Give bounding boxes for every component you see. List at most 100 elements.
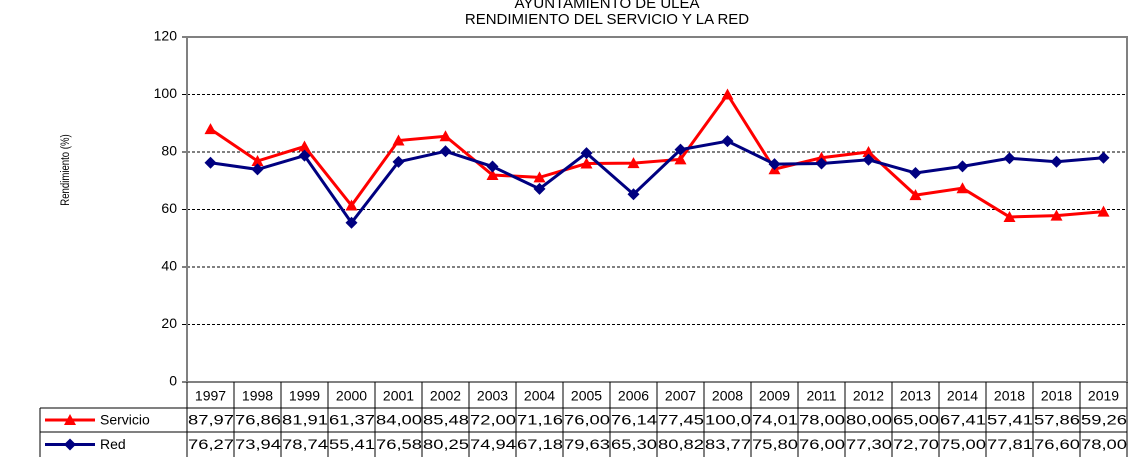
table-value: 59,26 [1081,413,1127,428]
table-value: 84,00 [376,413,422,428]
table-value: 61,37 [329,413,375,428]
marker [768,158,781,171]
marker [439,145,452,158]
marker [533,182,546,195]
x-tick-label: 2018 [994,388,1025,404]
marker [486,169,499,180]
legend-marker [64,438,76,451]
table-value: 55,41 [329,437,375,452]
series-line [209,91,1104,219]
marker [204,156,217,169]
table-value: 77,30 [846,437,892,452]
y-axis-label: Rendimiento (%) [59,134,72,205]
marker [345,216,358,229]
table-value: 77,81 [987,437,1033,452]
marker [721,135,734,148]
x-tick-label: 2013 [900,388,931,404]
marker [909,189,922,201]
marker [956,160,969,173]
x-tick-label: 2001 [383,388,414,404]
marker [580,147,593,160]
table-value: 100,0 [705,413,751,428]
x-tick-label: 2008 [712,388,743,404]
table-value: 75,80 [752,437,798,452]
marker [627,157,640,169]
table-value: 74,94 [470,437,517,452]
table-value: 79,63 [564,437,610,452]
legend-label: Red [100,436,126,452]
marker [580,157,593,169]
x-tick-label: 2019 [1088,388,1119,404]
series-line [210,139,1104,226]
x-tick-label: 2007 [665,388,696,404]
table-value: 57,41 [987,413,1033,428]
table-value: 72,00 [470,413,516,428]
table-value: 85,48 [423,413,469,428]
table-value: 67,18 [517,437,563,452]
table-value: 80,00 [846,413,892,428]
y-tick-label: 20 [161,315,177,331]
marker [345,199,358,211]
marker [298,140,311,152]
table-value: 87,97 [188,413,234,428]
y-tick-label: 60 [161,200,177,216]
table-value: 76,60 [1034,437,1080,452]
table-value: 73,94 [235,437,282,452]
table-value: 76,58 [376,437,422,452]
marker [439,130,452,142]
table-value: 77,45 [658,413,704,428]
table-value: 57,86 [1034,413,1080,428]
marker [1003,152,1016,165]
table-value: 78,74 [282,437,329,452]
marker [721,88,734,100]
x-tick-label: 2006 [618,388,649,404]
table-value: 78,00 [1081,437,1127,452]
marker [392,155,405,168]
table-value: 72,70 [893,437,939,452]
marker [251,163,264,176]
chart-title: AYUNTAMIENTO DE ULEA [514,0,699,12]
x-tick-label: 2014 [947,388,978,404]
x-tick-label: 2000 [336,388,367,404]
table-value: 76,86 [235,413,281,428]
marker [815,157,828,170]
x-tick-label: 2009 [759,388,790,404]
x-tick-label: 2002 [430,388,461,404]
table-value: 76,00 [799,437,845,452]
marker [1050,209,1063,221]
x-tick-label: 2005 [571,388,602,404]
legend-marker [64,414,76,425]
marker [486,160,499,173]
x-tick-label: 2012 [853,388,884,404]
marker [674,153,687,165]
marker [1097,205,1110,217]
y-tick-label: 100 [154,85,178,101]
table-value: 74,01 [752,413,798,428]
x-tick-label: 2003 [477,388,508,404]
table-value: 65,30 [611,437,657,452]
table-value: 78,00 [799,413,845,428]
table-value: 76,14 [611,413,658,428]
marker [251,155,264,167]
y-tick-label: 40 [161,258,177,274]
marker [909,166,922,179]
marker [674,143,687,156]
x-tick-label: 2018 [1041,388,1072,404]
table-value: 67,41 [940,413,986,428]
x-tick-label: 2011 [806,388,836,404]
marker [204,123,217,135]
marker [1003,210,1016,222]
x-tick-label: 2004 [524,388,555,404]
marker [627,188,640,201]
table-value: 65,00 [893,413,939,428]
table-value: 80,82 [658,437,704,452]
x-tick-label: 1998 [242,388,273,404]
y-tick-label: 120 [154,28,178,44]
y-tick-label: 80 [161,143,177,159]
x-tick-label: 1999 [289,388,320,404]
marker [392,134,405,146]
y-tick-label: 0 [169,373,177,389]
table-value: 81,91 [282,413,328,428]
table-value: 83,77 [705,437,751,452]
